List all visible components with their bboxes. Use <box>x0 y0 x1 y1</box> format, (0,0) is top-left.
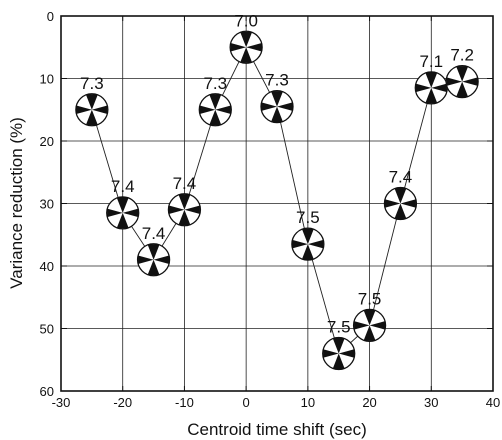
beachball-compressional-quadrant <box>85 94 98 126</box>
beachball-compressional-quadrant <box>209 94 222 126</box>
y-tick-label: 30 <box>40 197 54 212</box>
x-axis-label: Centroid time shift (sec) <box>187 420 367 439</box>
y-tick-label: 60 <box>40 384 54 399</box>
magnitude-label: 7.1 <box>419 52 443 71</box>
magnitude-label: 7.0 <box>234 11 258 30</box>
focal-mechanism-marker: 7.3 <box>75 74 109 127</box>
x-tick-label: 40 <box>486 395 500 410</box>
magnitude-label: 7.4 <box>173 174 197 193</box>
magnitude-label: 7.4 <box>111 177 135 196</box>
focal-mechanism-marker: 7.4 <box>106 177 140 230</box>
beachball-nodal-wedge <box>107 208 139 218</box>
beachball-nodal-wedge <box>354 321 386 330</box>
beachball-nodal-wedge <box>446 77 478 86</box>
beachball-compressional-quadrant <box>116 197 129 229</box>
beachball-nodal-wedge <box>323 349 355 358</box>
beachball-nodal-wedge <box>138 255 170 265</box>
beachball-nodal-wedge <box>230 42 262 52</box>
y-tick-label: 40 <box>40 259 54 274</box>
x-tick-label: -10 <box>175 395 194 410</box>
beachball-nodal-wedge <box>76 105 108 115</box>
y-tick-label: 50 <box>40 322 54 337</box>
focal-mechanism-marker: 7.4 <box>383 168 418 221</box>
focal-mechanism-marker: 7.3 <box>260 71 294 124</box>
focal-mechanism-marker: 7.4 <box>167 174 202 227</box>
magnitude-label: 7.3 <box>203 74 227 93</box>
beachball-nodal-wedge <box>261 102 293 111</box>
magnitude-label: 7.2 <box>450 46 474 65</box>
beachball-nodal-wedge <box>384 199 416 208</box>
y-axis-label: Variance reduction (%) <box>7 117 26 289</box>
plot-frame <box>60 15 494 392</box>
x-tick-label: 20 <box>362 395 376 410</box>
focal-mechanism-marker: 7.4 <box>136 224 171 277</box>
beachball-nodal-wedge <box>415 83 447 93</box>
magnitude-label: 7.4 <box>142 224 166 243</box>
beachball-nodal-wedge <box>292 239 324 249</box>
tick-labels: -30 -20 -10 0 10 20 30 40 0 10 20 30 40 50 60 <box>40 9 501 410</box>
focal-mechanism-marker: 7.5 <box>322 318 356 371</box>
magnitude-label: 7.5 <box>327 318 351 337</box>
markers: 7.3 7.4 7.4 7.4 7.3 7.0 7.3 7.5 7.5 7.5 7.4 7.1 7.2 <box>75 11 479 371</box>
x-tick-label: -20 <box>113 395 132 410</box>
y-tick-label: 20 <box>40 134 54 149</box>
beachball-compressional-quadrant <box>301 228 314 260</box>
beachball-compressional-quadrant <box>363 309 376 341</box>
focal-mechanism-marker: 7.2 <box>445 46 479 99</box>
focal-mechanism-marker: 7.1 <box>414 52 448 105</box>
magnitude-label: 7.5 <box>358 289 382 308</box>
focal-mechanism-marker: 7.5 <box>291 208 325 261</box>
magnitude-label: 7.3 <box>80 74 104 93</box>
magnitude-label: 7.5 <box>296 208 320 227</box>
beachball-nodal-wedge <box>168 205 200 215</box>
x-tick-label: 0 <box>243 395 250 410</box>
y-tick-label: 10 <box>40 72 54 87</box>
beachball-compressional-quadrant <box>394 187 407 220</box>
beachball-nodal-wedge <box>199 105 231 115</box>
x-tick-label: 30 <box>424 395 438 410</box>
magnitude-label: 7.4 <box>389 168 413 187</box>
x-tick-label: 10 <box>301 395 315 410</box>
y-tick-label: 0 <box>47 9 54 24</box>
magnitude-label: 7.3 <box>265 71 289 90</box>
beachball-compressional-quadrant <box>456 66 469 98</box>
x-tick-label: -30 <box>52 395 71 410</box>
focal-mechanism-marker: 7.3 <box>198 74 232 127</box>
focal-mechanism-marker: 7.5 <box>352 289 387 343</box>
focal-mechanism-marker: 7.0 <box>229 11 263 64</box>
